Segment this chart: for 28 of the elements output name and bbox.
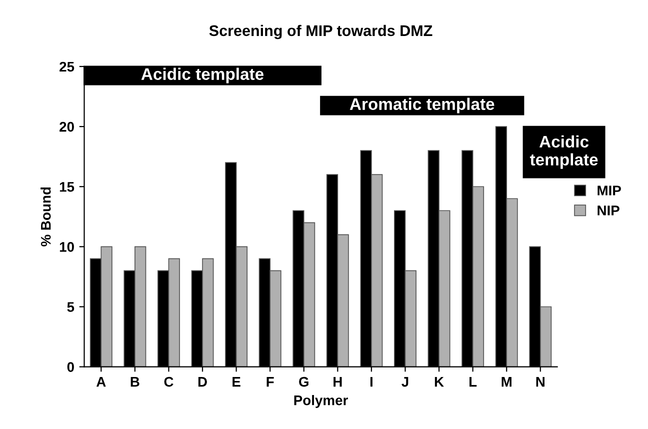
y-tick-label: 20 <box>60 122 74 132</box>
x-tick-label: K <box>434 377 444 387</box>
annotation: Aromatic template <box>350 98 494 114</box>
y-axis-title: % Bound <box>40 187 51 246</box>
x-tick-label: G <box>299 376 308 387</box>
chart-title: Screening of MIP towards DMZ <box>209 24 432 40</box>
x-axis-title: Polymer <box>294 395 348 408</box>
annotation: Acidic template <box>530 135 598 169</box>
x-tick-label: H <box>334 377 342 387</box>
y-tick-label: 25 <box>60 62 74 72</box>
x-tick-label: E <box>232 377 240 387</box>
y-tick-label: 5 <box>67 302 74 312</box>
x-tick-label: F <box>266 377 274 387</box>
x-tick-label: N <box>536 377 544 387</box>
y-tick-label: 15 <box>60 182 74 192</box>
legend-label: MIP <box>598 186 621 196</box>
legend-label: NIP <box>598 206 620 216</box>
x-tick-label: L <box>469 377 477 387</box>
x-tick-label: J <box>402 377 408 387</box>
y-tick-label: 10 <box>60 242 74 252</box>
x-tick-label: B <box>130 377 140 387</box>
y-tick-label: 0 <box>67 362 74 372</box>
x-tick-label: A <box>96 377 106 387</box>
x-tick-label: I <box>370 377 372 387</box>
x-tick-label: C <box>164 376 174 387</box>
x-tick-label: M <box>502 377 512 387</box>
x-tick-label: D <box>198 377 207 387</box>
annotation: Acidic template <box>141 68 264 84</box>
